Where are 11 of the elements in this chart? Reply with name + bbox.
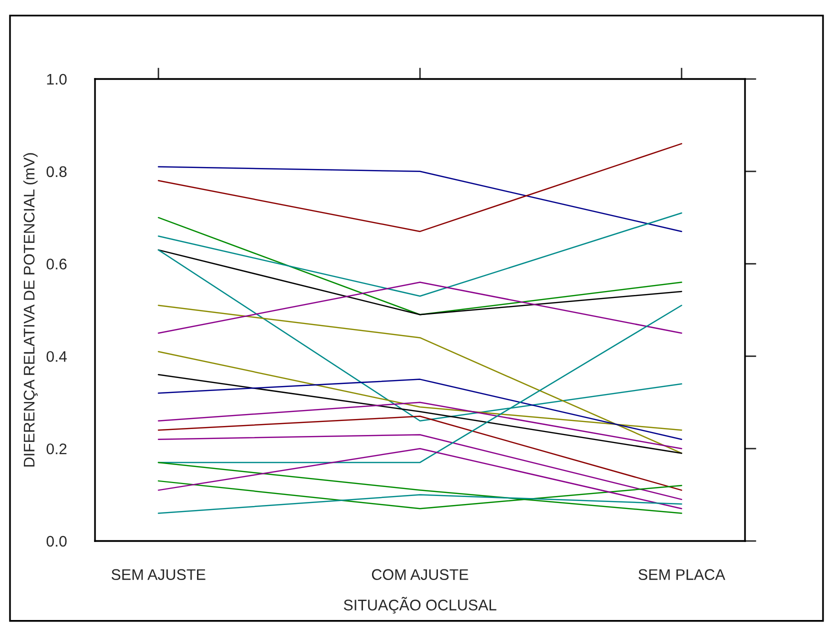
x-tick-label: COM AJUSTE	[372, 569, 468, 580]
y-tick-label: 0.4	[46, 351, 67, 362]
y-tick-label: 1.0	[47, 74, 67, 85]
y-tick-label: 0.6	[46, 258, 67, 270]
y-tick-label: 0.8	[46, 166, 67, 178]
y-tick-label: 0.2	[46, 443, 66, 454]
x-tick-label: SEM AJUSTE	[112, 569, 206, 580]
y-axis-title: DIFERENÇA RELATIVA DE POTENCIAL (mV)	[23, 153, 38, 467]
y-tick-label: 0.0	[46, 536, 67, 547]
x-tick-label: SEM PLACA	[638, 569, 726, 580]
x-axis-title: SITUAÇÃO OCLUSAL	[344, 596, 496, 614]
